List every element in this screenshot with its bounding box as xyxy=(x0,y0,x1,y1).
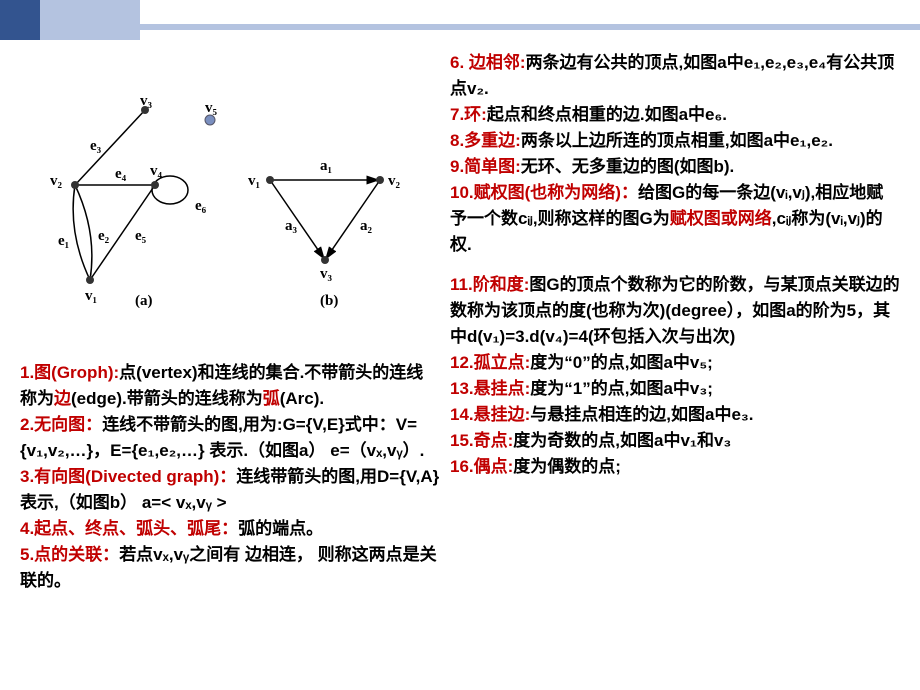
def-16-text: 度为偶数的点; xyxy=(513,457,621,476)
def-4: 4.起点、终点、弧头、弧尾：弧的端点。 xyxy=(20,516,440,542)
top-accent-bar xyxy=(0,0,920,40)
def-3: 3.有向图(Divected graph)：连线带箭头的图,用D={V,A}表示… xyxy=(20,464,440,516)
def-16-heading: 16.偶点: xyxy=(450,457,513,476)
svg-text:a₃: a₃ xyxy=(285,218,298,234)
svg-text:v₁: v₁ xyxy=(248,173,260,189)
svg-text:a₂: a₂ xyxy=(360,218,373,234)
def-10-kw: 赋权图或网络 xyxy=(670,209,772,228)
def-12-text: 度为“0”的点,如图a中v₅; xyxy=(530,353,713,372)
def-13-heading: 13.悬挂点: xyxy=(450,379,530,398)
def-9-heading: 9.简单图: xyxy=(450,157,521,176)
def-1-kw2: 弧 xyxy=(263,389,280,408)
svg-text:v₁: v₁ xyxy=(85,288,97,304)
def-12: 12.孤立点:度为“0”的点,如图a中v₅; xyxy=(450,350,900,376)
graph-svg: e₁e₂e₃e₄e₅e₆v₁v₂v₃v₄v₅ a₁a₂a₃v₁v₂v₃ (a) … xyxy=(20,50,420,320)
def-4-text: 弧的端点。 xyxy=(238,519,323,538)
def-15-text: 度为奇数的点,如图a中v₁和v₃ xyxy=(513,431,731,450)
def-2: 2.无向图：连线不带箭头的图,用为:G={V,E}式中：V={v₁,v₂,…}，… xyxy=(20,412,440,464)
def-10-heading: 10.赋权图(也称为网络)： xyxy=(450,183,638,202)
def-5: 5.点的关联：若点vₓ,vᵧ之间有 边相连， 则称这两点是关联的。 xyxy=(20,542,440,594)
svg-text:a₁: a₁ xyxy=(320,158,332,174)
def-5-heading: 5.点的关联： xyxy=(20,545,119,564)
def-15: 15.奇点:度为奇数的点,如图a中v₁和v₃ xyxy=(450,428,900,454)
def-13-text: 度为“1”的点,如图a中v₃; xyxy=(530,379,713,398)
svg-text:e₃: e₃ xyxy=(90,138,102,154)
right-column: 6. 边相邻:两条边有公共的顶点,如图a中e₁,e₂,e₃,e₄有公共顶点v₂.… xyxy=(440,50,900,594)
svg-text:v₂: v₂ xyxy=(388,173,401,189)
def-1-text3: (Arc). xyxy=(280,389,324,408)
svg-text:v₃: v₃ xyxy=(320,266,333,282)
def-1-kw1: 边 xyxy=(54,389,71,408)
def-9: 9.简单图:无环、无多重边的图(如图b). xyxy=(450,154,900,180)
svg-text:e₁: e₁ xyxy=(58,233,69,249)
def-8: 8.多重边:两条以上边所连的顶点相重,如图a中e₁,e₂. xyxy=(450,128,900,154)
def-11-heading: 11.阶和度: xyxy=(450,275,529,294)
svg-text:e₄: e₄ xyxy=(115,166,127,182)
graph-diagrams: e₁e₂e₃e₄e₅e₆v₁v₂v₃v₄v₅ a₁a₂a₃v₁v₂v₃ (a) … xyxy=(20,50,420,320)
def-4-heading: 4.起点、终点、弧头、弧尾： xyxy=(20,519,238,538)
def-3-heading: 3.有向图(Divected graph)： xyxy=(20,467,236,486)
left-column: e₁e₂e₃e₄e₅e₆v₁v₂v₃v₄v₅ a₁a₂a₃v₁v₂v₃ (a) … xyxy=(20,50,440,594)
def-16: 16.偶点:度为偶数的点; xyxy=(450,454,900,480)
def-6: 6. 边相邻:两条边有公共的顶点,如图a中e₁,e₂,e₃,e₄有公共顶点v₂. xyxy=(450,50,900,102)
def-8-heading: 8.多重边: xyxy=(450,131,521,150)
def-7-heading: 7.环: xyxy=(450,105,487,124)
def-15-heading: 15.奇点: xyxy=(450,431,513,450)
svg-text:v₅: v₅ xyxy=(205,100,218,116)
def-7: 7.环:起点和终点相重的边.如图a中e₆. xyxy=(450,102,900,128)
def-14-heading: 14.悬挂边: xyxy=(450,405,530,424)
graph-a-label: (a) xyxy=(135,293,153,309)
def-1: 1.图(Groph):点(vertex)和连线的集合.不带箭头的连线称为边(ed… xyxy=(20,360,440,412)
accent-square-light xyxy=(40,0,140,40)
svg-text:e₂: e₂ xyxy=(98,228,110,244)
main-content: e₁e₂e₃e₄e₅e₆v₁v₂v₃v₄v₅ a₁a₂a₃v₁v₂v₃ (a) … xyxy=(0,40,920,594)
accent-square-dark xyxy=(0,0,40,40)
def-6-heading: 6. 边相邻: xyxy=(450,53,526,72)
svg-text:v₃: v₃ xyxy=(140,93,153,109)
def-11: 11.阶和度:图G的顶点个数称为它的阶数，与某顶点关联边的数称为该顶点的度(也称… xyxy=(450,272,900,350)
def-9-text: 无环、无多重边的图(如图b). xyxy=(521,157,734,176)
spacer xyxy=(450,258,900,272)
def-1-heading: 1.图(Groph): xyxy=(20,363,119,382)
svg-text:v₄: v₄ xyxy=(150,163,163,179)
def-14: 14.悬挂边:与悬挂点相连的边,如图a中e₃. xyxy=(450,402,900,428)
def-14-text: 与悬挂点相连的边,如图a中e₃. xyxy=(530,405,753,424)
def-2-heading: 2.无向图： xyxy=(20,415,102,434)
svg-text:v₂: v₂ xyxy=(50,173,63,189)
def-10: 10.赋权图(也称为网络)：给图G的每一条边(vᵢ,vⱼ),相应地赋予一个数cᵢ… xyxy=(450,180,900,258)
svg-text:e₅: e₅ xyxy=(135,228,147,244)
graph-b-label: (b) xyxy=(320,293,338,309)
svg-text:e₆: e₆ xyxy=(195,198,207,214)
def-12-heading: 12.孤立点: xyxy=(450,353,530,372)
def-7-text: 起点和终点相重的边.如图a中e₆. xyxy=(487,105,727,124)
def-8-text: 两条以上边所连的顶点相重,如图a中e₁,e₂. xyxy=(521,131,833,150)
def-1-text2: (edge).带箭头的连线称为 xyxy=(71,389,263,408)
accent-line xyxy=(140,24,920,30)
def-13: 13.悬挂点:度为“1”的点,如图a中v₃; xyxy=(450,376,900,402)
